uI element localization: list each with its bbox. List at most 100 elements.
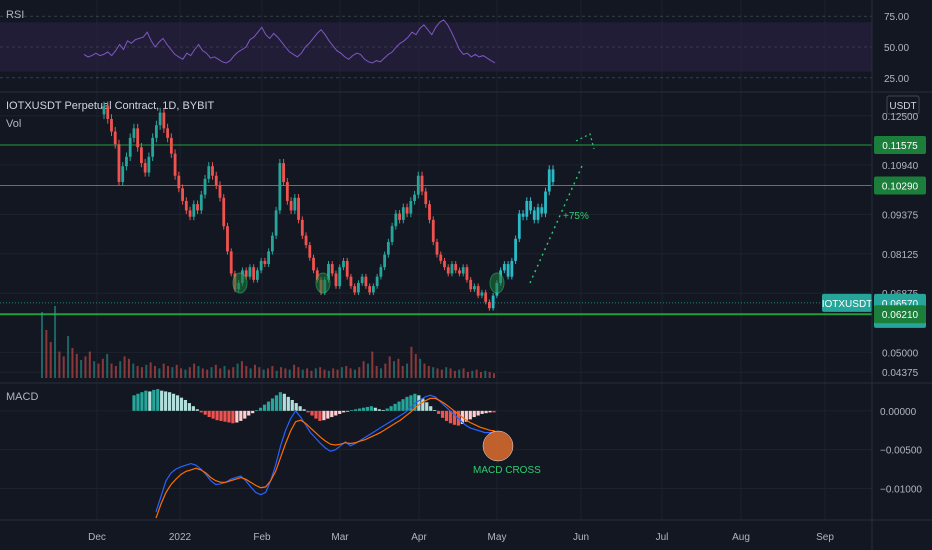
support-touch-circle bbox=[232, 272, 248, 294]
volume-bar bbox=[366, 363, 369, 378]
volume-bar bbox=[75, 354, 78, 378]
volume-bar bbox=[188, 367, 191, 378]
volume-bar bbox=[127, 358, 130, 378]
macd-pane[interactable]: MACD 0.00000 −0.00500 −0.01000 MACD CROSS bbox=[6, 389, 922, 519]
candle-body bbox=[413, 194, 416, 201]
currency-button[interactable] bbox=[886, 95, 920, 115]
volume-bar bbox=[145, 364, 148, 378]
candle-body bbox=[222, 197, 226, 227]
volume-bar bbox=[45, 330, 48, 378]
volume-bar bbox=[167, 366, 170, 378]
candle-body bbox=[173, 153, 177, 176]
volume-bar bbox=[384, 363, 387, 378]
volume-bar bbox=[388, 356, 391, 378]
macd-histogram-bar bbox=[385, 408, 389, 411]
macd-histogram-bar bbox=[369, 406, 373, 411]
macd-histogram-bar bbox=[266, 401, 271, 411]
currency-label[interactable]: USDT bbox=[889, 101, 916, 112]
macd-histogram-bar bbox=[322, 410, 326, 421]
macd-histogram-bar bbox=[437, 410, 441, 414]
volume-bar bbox=[49, 342, 52, 378]
candle-body bbox=[465, 267, 469, 280]
time-axis[interactable]: Dec 2022 Feb Mar Apr May Jun Jul Aug Sep bbox=[88, 532, 834, 543]
volume-bar bbox=[223, 366, 226, 378]
macd-histogram bbox=[132, 389, 496, 426]
rsi-band bbox=[0, 22, 872, 72]
volume-bar bbox=[101, 358, 104, 378]
volume-bar bbox=[440, 369, 443, 378]
macd-histogram-bar bbox=[429, 406, 433, 411]
volume-bar bbox=[132, 363, 135, 378]
macd-histogram-bar bbox=[405, 396, 409, 411]
volume-bar bbox=[232, 367, 235, 378]
volume-bar bbox=[306, 368, 309, 378]
candle-body bbox=[158, 112, 162, 126]
macd-cross-circle bbox=[482, 430, 514, 462]
candle-body bbox=[551, 169, 555, 183]
macd-histogram-bar bbox=[397, 401, 401, 411]
macd-histogram-bar bbox=[282, 393, 286, 411]
volume-bar bbox=[493, 373, 495, 378]
volume-bar bbox=[245, 366, 248, 378]
macd-histogram-bar bbox=[171, 393, 176, 411]
price-axis-tag bbox=[874, 176, 926, 195]
candle-body bbox=[256, 270, 259, 280]
volume-bar bbox=[267, 368, 269, 378]
candle-body bbox=[181, 188, 184, 201]
price-axis-tag-label: 0.10290 bbox=[882, 181, 919, 192]
symbol-price-tag bbox=[822, 293, 872, 312]
candle-body bbox=[473, 286, 476, 290]
candle-body bbox=[360, 276, 364, 283]
candle-body bbox=[435, 241, 439, 255]
rsi-pane[interactable]: RSI 75.00 50.00 25.00 bbox=[0, 9, 909, 85]
macd-histogram-bar bbox=[417, 395, 421, 411]
macd-histogram-bar bbox=[179, 397, 184, 411]
volume-bar bbox=[293, 364, 296, 378]
candle-body bbox=[312, 257, 315, 271]
candle-body bbox=[199, 194, 203, 211]
macd-histogram-bar bbox=[294, 403, 298, 411]
candle-body bbox=[540, 207, 544, 214]
macd-histogram-bar bbox=[468, 410, 472, 420]
volume-bar bbox=[380, 368, 382, 378]
volume-bar bbox=[119, 361, 122, 378]
macd-histogram-bar bbox=[433, 410, 437, 411]
candle-body bbox=[151, 137, 155, 157]
candle-body bbox=[375, 276, 379, 287]
candle-body bbox=[147, 156, 151, 173]
macd-histogram-bar bbox=[239, 410, 243, 421]
macd-histogram-bar bbox=[302, 409, 306, 411]
volume-bar bbox=[275, 370, 278, 378]
macd-histogram-bar bbox=[464, 410, 468, 422]
volume-bars bbox=[41, 306, 495, 378]
volume-bar bbox=[110, 363, 113, 378]
candle-body bbox=[293, 197, 297, 211]
macd-histogram-bar bbox=[148, 391, 152, 411]
volume-bar bbox=[284, 368, 287, 378]
macd-histogram-bar bbox=[326, 410, 330, 419]
macd-histogram-bar bbox=[361, 407, 366, 411]
rsi-line bbox=[83, 19, 496, 64]
volume-bar bbox=[297, 367, 300, 378]
price-tick-label: 0.10940 bbox=[882, 161, 919, 172]
macd-histogram-bar bbox=[183, 399, 188, 411]
macd-histogram-bar bbox=[251, 410, 255, 414]
macd-histogram-bar bbox=[306, 410, 310, 413]
candle-body bbox=[353, 286, 357, 293]
macd-histogram-bar bbox=[413, 393, 417, 411]
macd-histogram-bar bbox=[349, 410, 354, 411]
candle-body bbox=[398, 213, 401, 220]
macd-histogram-bar bbox=[195, 409, 199, 411]
bottom-circles bbox=[232, 272, 505, 294]
candle-body bbox=[338, 267, 342, 287]
candle-body bbox=[514, 238, 517, 261]
candle-body bbox=[394, 213, 398, 227]
macd-histogram-bar bbox=[448, 410, 453, 424]
macd-histogram-bar bbox=[270, 398, 275, 411]
price-pane[interactable]: IOTXUSDT Perpetual Contract, 1D, BYBIT V… bbox=[0, 95, 926, 379]
candle-body bbox=[484, 292, 488, 302]
macd-histogram-bar bbox=[255, 410, 259, 411]
candle-body bbox=[458, 270, 461, 274]
volume-bar bbox=[123, 356, 126, 378]
